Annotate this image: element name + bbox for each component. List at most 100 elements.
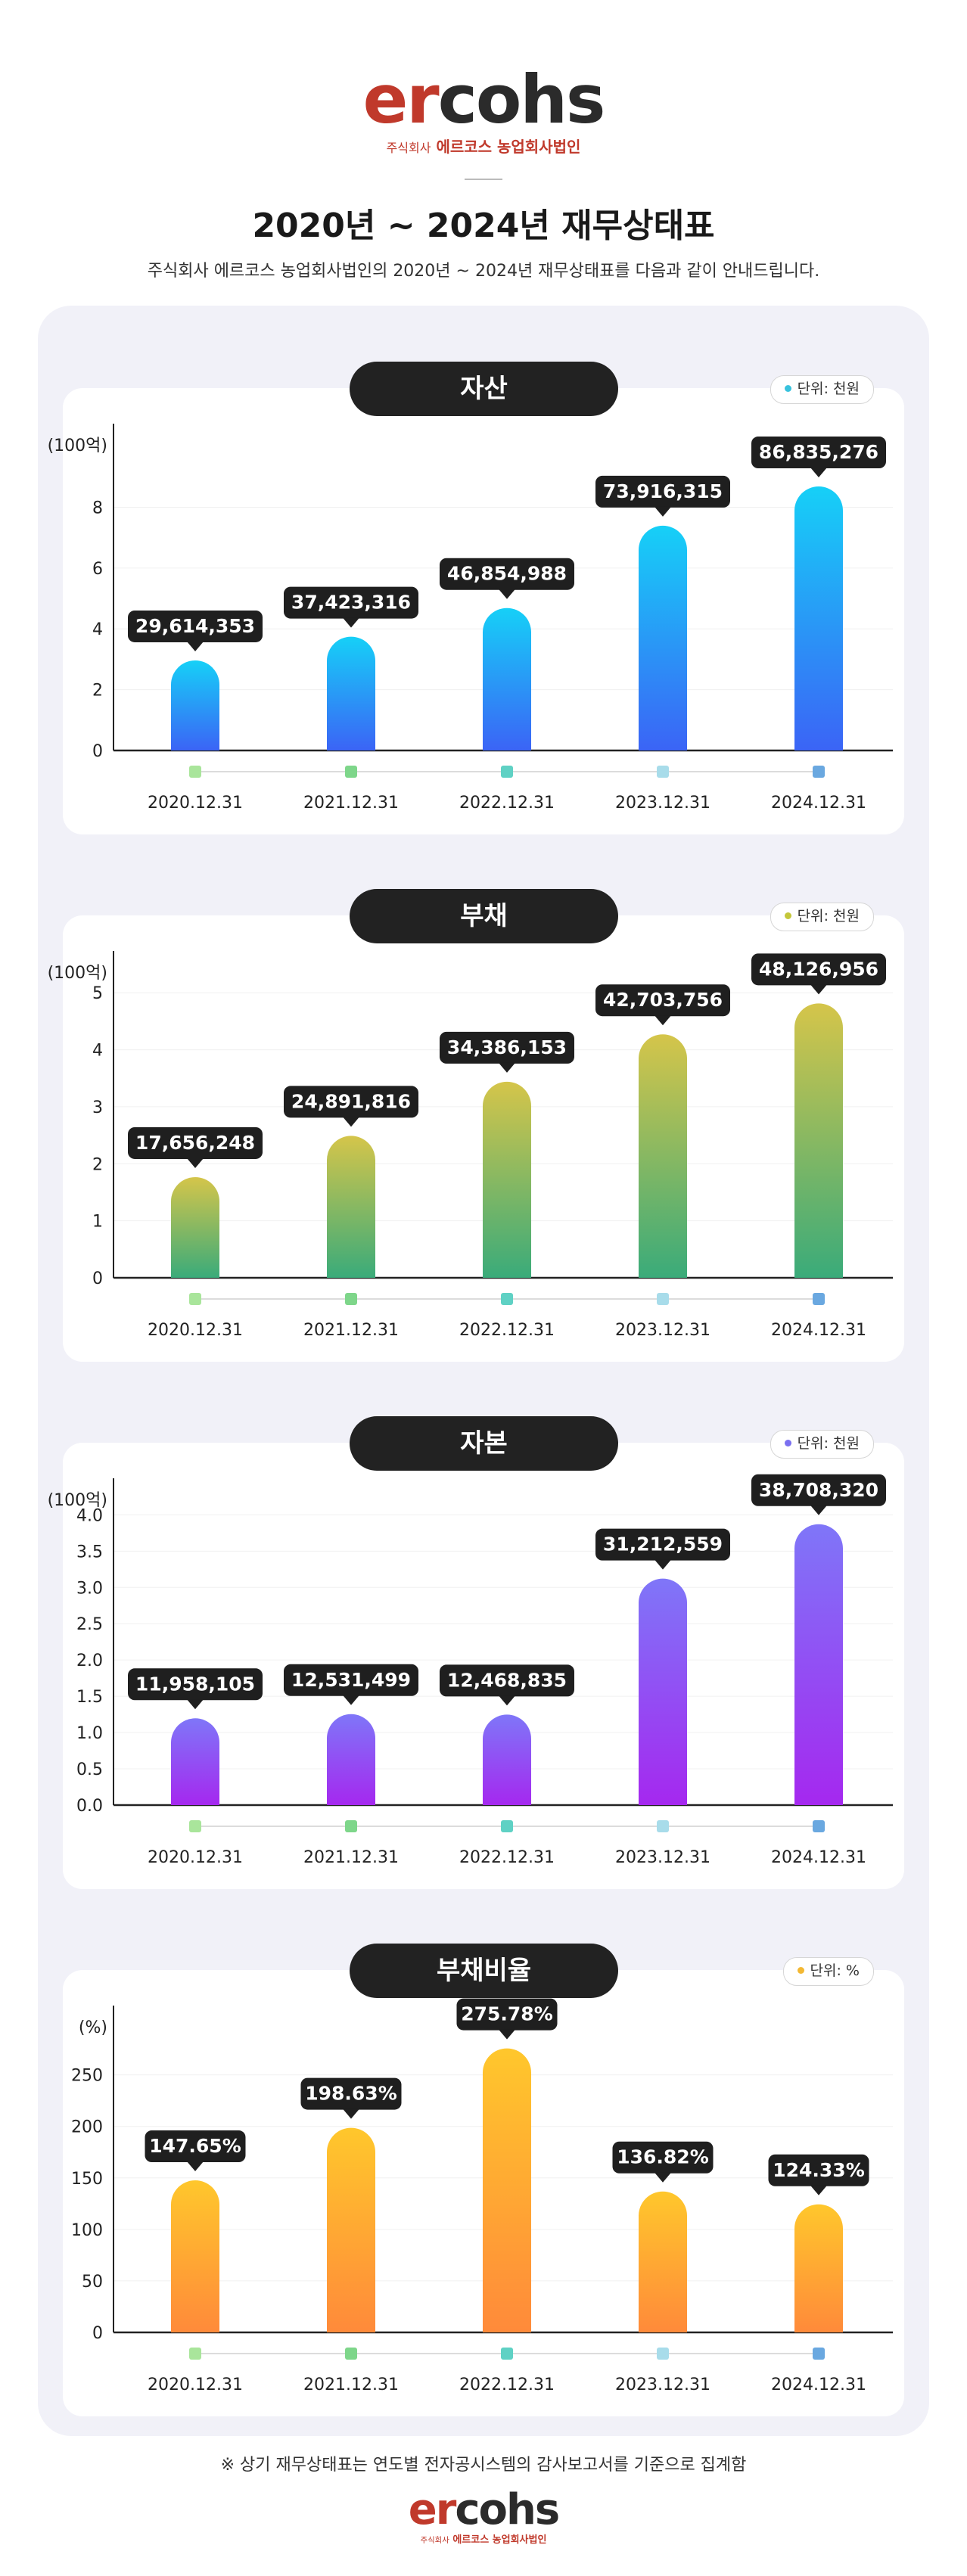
data-label-pointer <box>655 1015 671 1026</box>
y-tick-label: 4.0 <box>76 1506 103 1525</box>
data-label-bubble <box>456 1998 558 2031</box>
data-label-pointer <box>810 468 827 478</box>
data-label-pointer <box>499 1695 515 1706</box>
x-tick-label: 2020.12.31 <box>148 794 243 813</box>
y-tick-label: 50 <box>82 2273 103 2292</box>
y-tick-label: 2 <box>92 1155 103 1174</box>
x-tick-label: 2022.12.31 <box>459 1848 555 1867</box>
data-label-pointer <box>499 2029 515 2040</box>
data-label-bubble <box>284 1664 418 1696</box>
data-label-pointer <box>655 1559 671 1570</box>
y-tick-label: 4 <box>92 1042 103 1061</box>
x-tick-label: 2023.12.31 <box>615 1848 710 1867</box>
bar <box>639 2191 687 2332</box>
debt-ratio-bar-chart: 0 50 100 150 200 250 (%) 147.65% 2020.12.31 198.6… <box>71 1998 893 2394</box>
logo-cohs: cohs <box>437 61 606 138</box>
timeline-marker <box>189 1820 201 1832</box>
unit-badge-assets: 단위: 천원 <box>770 375 874 404</box>
data-label-pointer <box>655 506 671 517</box>
data-label-pointer <box>810 984 827 995</box>
unit-badge-text: 단위: 천원 <box>797 1435 860 1452</box>
data-label: 31,212,559 <box>603 1533 723 1555</box>
logo-sub-main: 에르코스 농업회사법인 <box>452 2534 547 2546</box>
timeline-marker <box>189 766 201 778</box>
data-label: 29,614,353 <box>135 615 255 637</box>
data-label-bubble <box>440 1664 574 1697</box>
data-label-pointer <box>343 1695 359 1705</box>
timeline-marker <box>501 2348 513 2360</box>
bar <box>327 2127 375 2332</box>
y-tick-label: 0.5 <box>76 1760 103 1779</box>
x-tick-label: 2021.12.31 <box>303 2376 399 2394</box>
data-label-pointer <box>810 2185 827 2195</box>
y-tick-label: 150 <box>71 2170 103 2189</box>
unit-badge-equity: 단위: 천원 <box>770 1430 874 1459</box>
x-tick-label: 2021.12.31 <box>303 794 399 813</box>
bar <box>639 1578 687 1805</box>
y-tick-label: 100 <box>71 2221 103 2240</box>
x-tick-label: 2024.12.31 <box>771 2376 866 2394</box>
data-label-pointer <box>810 1505 827 1515</box>
data-label-pointer <box>655 2172 671 2183</box>
x-tick-label: 2023.12.31 <box>615 2376 710 2394</box>
y-tick-label: 4 <box>92 620 103 639</box>
data-label-bubble <box>595 475 730 508</box>
logo-er: er <box>362 61 440 138</box>
data-label: 48,126,956 <box>759 958 878 980</box>
bar <box>483 607 531 750</box>
unit-dot-icon <box>784 912 791 919</box>
data-label-bubble <box>128 1668 263 1701</box>
x-tick-label: 2020.12.31 <box>148 1321 243 1340</box>
y-tick-label: 1.5 <box>76 1688 103 1707</box>
y-tick-label: 2 <box>92 682 103 701</box>
logo-company-name: 주식회사 에르코스 농업회사법인 <box>0 2531 967 2546</box>
assets-bar-chart: 0 2 4 6 8 (100억) 29,614,353 2020.12.31 37,423,31… <box>48 424 893 813</box>
data-label: 46,854,988 <box>447 563 567 585</box>
x-tick-label: 2022.12.31 <box>459 1321 555 1340</box>
unit-badge-debt-ratio: 단위: % <box>782 1957 874 1986</box>
data-label-bubble <box>595 984 730 1017</box>
data-label: 17,656,248 <box>135 1132 255 1154</box>
y-tick-label: 0 <box>92 2324 103 2343</box>
data-label: 24,891,816 <box>291 1090 411 1112</box>
data-label-pointer <box>499 1062 515 1073</box>
x-tick-label: 2022.12.31 <box>459 2376 555 2394</box>
data-label-bubble <box>768 2154 869 2186</box>
data-label-bubble <box>145 2130 246 2163</box>
logo-er: er <box>408 2485 457 2534</box>
data-label-pointer <box>187 1699 204 1710</box>
chart-title-debt-ratio: 부채비율 <box>350 1944 618 1998</box>
top-logo: ercohs 주식회사 에르코스 농업회사법인 <box>0 67 967 157</box>
footnote: ※ 상기 재무상태표는 연도별 전자공시스템의 감사보고서를 기준으로 집계함 <box>220 2456 747 2475</box>
logo-sub-small: 주식회사 <box>420 2536 449 2545</box>
timeline-marker <box>813 2348 825 2360</box>
x-tick-label: 2020.12.31 <box>148 2376 243 2394</box>
data-label: 147.65% <box>149 2135 241 2157</box>
logo-sub-main: 에르코스 농업회사법인 <box>436 138 581 156</box>
y-tick-label: 3.0 <box>76 1579 103 1598</box>
data-label-bubble <box>751 437 886 469</box>
data-label: 136.82% <box>617 2146 709 2168</box>
x-tick-label: 2024.12.31 <box>771 794 866 813</box>
data-label-pointer <box>343 617 359 628</box>
data-label-pointer <box>187 2161 204 2172</box>
bar <box>171 1176 219 1278</box>
data-label-bubble <box>440 1031 574 1064</box>
data-label: 124.33% <box>773 2159 865 2181</box>
equity-bar-chart: 0.0 0.5 1.0 1.5 2.0 2.5 3.0 3.5 4.0(100억) 11,958,… <box>48 1474 893 1867</box>
data-label-bubble <box>612 2141 714 2174</box>
data-label-pointer <box>499 589 515 599</box>
y-axis-label: (100억) <box>48 964 107 983</box>
x-tick-label: 2023.12.31 <box>615 1321 710 1340</box>
y-tick-label: 8 <box>92 499 103 517</box>
y-tick-label: 250 <box>71 2067 103 2086</box>
data-label-pointer <box>343 2108 359 2119</box>
x-tick-label: 2020.12.31 <box>148 1848 243 1867</box>
y-tick-label: 6 <box>92 560 103 579</box>
unit-dot-icon <box>784 385 791 392</box>
bar <box>171 1718 219 1805</box>
data-label-bubble <box>300 2077 402 2110</box>
bar <box>171 2180 219 2332</box>
page-subtitle: 주식회사 에르코스 농업회사법인의 2020년 ~ 2024년 재무상태표를 다… <box>147 262 820 281</box>
data-label-bubble <box>284 1086 418 1118</box>
